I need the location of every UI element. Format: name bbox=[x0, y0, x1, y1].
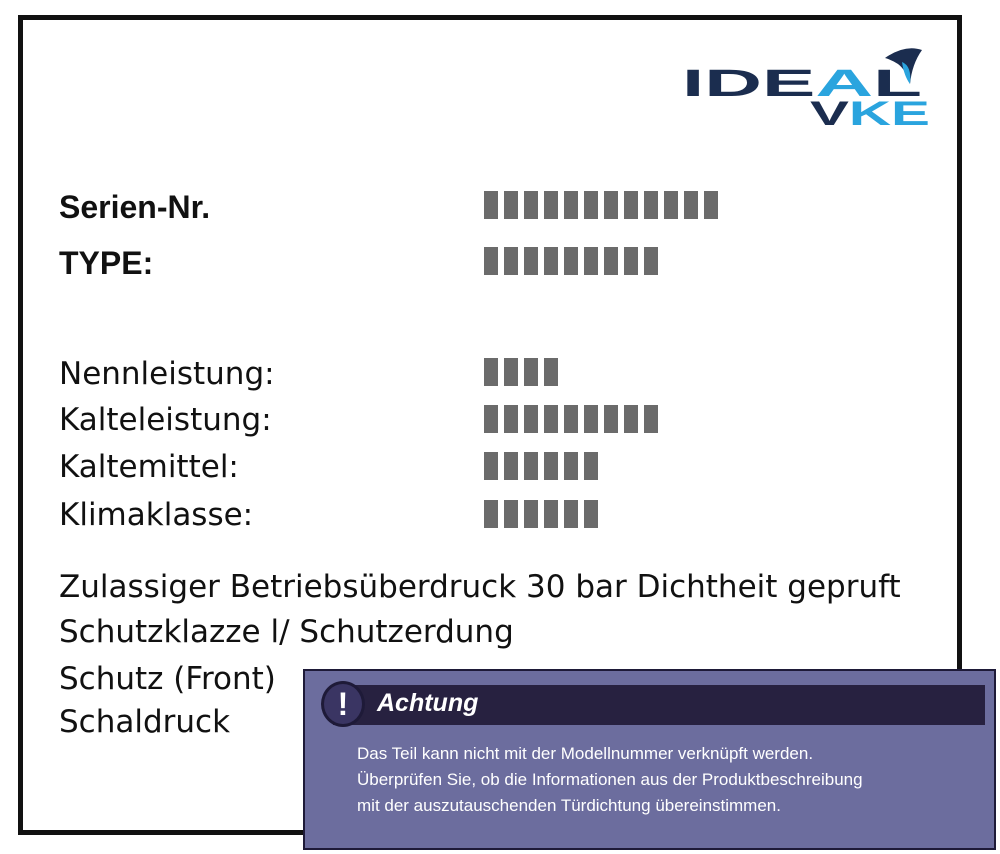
note-protection-class: Schutzklazze l/ Schutzerdung bbox=[59, 614, 514, 650]
field-label-klimaklasse: Klimaklasse: bbox=[59, 497, 254, 533]
warning-title: Achtung bbox=[377, 689, 479, 717]
warning-line: mit der auszutauschenden Türdichtung übe… bbox=[357, 796, 781, 815]
note-protection-front: Schutz (Front) bbox=[59, 661, 276, 697]
field-label-nennleistung: Nennleistung: bbox=[59, 356, 275, 392]
kalteleistung-redacted bbox=[484, 405, 658, 433]
klimaklasse-redacted bbox=[484, 500, 598, 528]
exclamation-icon: ! bbox=[321, 681, 365, 727]
warning-line: Das Teil kann nicht mit der Modellnummer… bbox=[357, 744, 814, 763]
field-label-kalteleistung: Kalteleistung: bbox=[59, 402, 272, 438]
serial-number-redacted bbox=[484, 191, 718, 219]
serial-number-label: Serien-Nr. bbox=[59, 189, 211, 225]
kaltemittel-redacted bbox=[484, 452, 598, 480]
warning-box: ! Achtung Das Teil kann nicht mit der Mo… bbox=[303, 669, 996, 850]
warning-message: Das Teil kann nicht mit der Modellnummer… bbox=[357, 741, 863, 819]
type-label: TYPE: bbox=[59, 245, 154, 281]
warning-header-bar bbox=[333, 685, 985, 725]
nennleistung-redacted bbox=[484, 358, 558, 386]
type-redacted bbox=[484, 247, 658, 275]
note-pressure: Zulassiger Betriebsüberdruck 30 bar Dich… bbox=[59, 569, 901, 605]
svg-text:VKE: V KE bbox=[810, 95, 930, 129]
idealvke-logo: IDE A L V KE bbox=[682, 48, 930, 129]
warning-line: Überprüfen Sie, ob die Informationen aus… bbox=[357, 770, 863, 789]
note-sound-pressure: Schaldruck bbox=[59, 704, 231, 740]
field-label-kaltemittel: Kaltemittel: bbox=[59, 449, 239, 485]
